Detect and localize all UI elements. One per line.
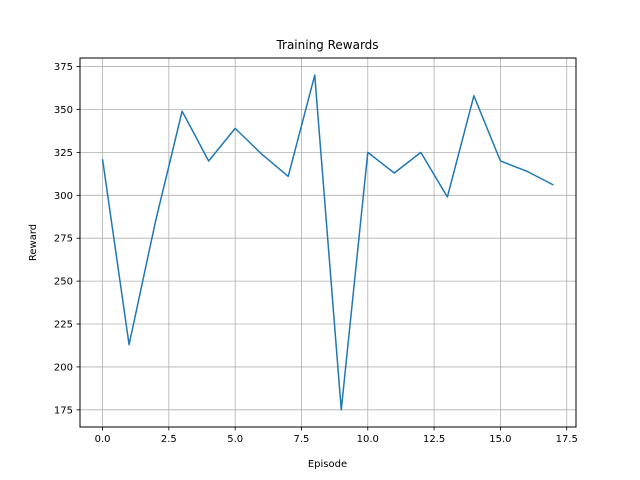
y-tick-label: 175 [54,405,73,416]
x-tick-label: 12.5 [423,434,445,445]
y-axis-ticks: 175 200 225 250 275 300 325 350 375 [54,62,80,416]
y-tick-label: 300 [54,191,73,202]
y-tick-label: 275 [54,234,73,245]
y-tick-label: 225 [54,320,73,331]
x-tick-label: 2.5 [161,434,177,445]
x-tick-label: 0.0 [95,434,111,445]
x-tick-label: 10.0 [357,434,379,445]
y-tick-label: 375 [54,62,73,73]
y-axis-label: Reward [28,224,39,261]
chart-title: Training Rewards [275,38,378,52]
series-line [101,74,554,411]
y-tick-label: 200 [54,362,73,373]
x-tick-label: 15.0 [489,434,511,445]
x-tick-label: 17.5 [556,434,578,445]
y-tick-label: 250 [54,277,73,288]
x-tick-label: 7.5 [294,434,310,445]
x-axis-ticks: 0.0 2.5 5.0 7.5 10.0 12.5 15.0 17.5 [95,427,578,445]
y-tick-label: 350 [54,105,73,116]
x-tick-label: 5.0 [227,434,243,445]
plot-frame [79,57,577,428]
series-group [101,74,554,411]
x-axis-label: Episode [308,459,347,470]
y-tick-label: 325 [54,148,73,159]
